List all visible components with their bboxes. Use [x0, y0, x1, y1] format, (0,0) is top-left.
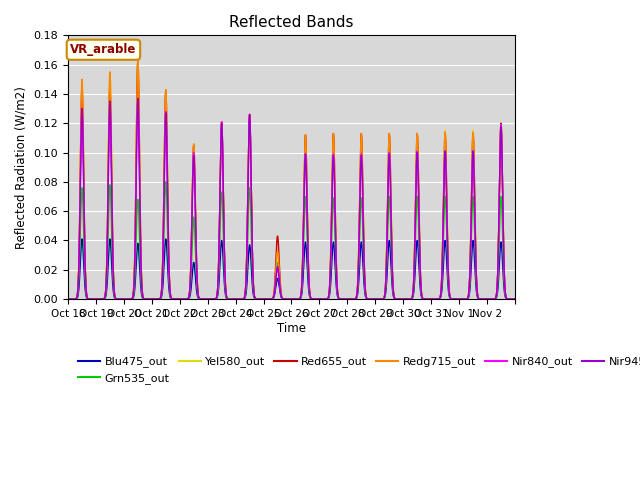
Title: Reflected Bands: Reflected Bands: [229, 15, 354, 30]
Redg715_out: [332, 206, 339, 212]
Red655_out: [413, 131, 421, 137]
Redg715_out: [307, 296, 315, 301]
Redg715_out: [134, 58, 141, 63]
Blu475_out: [307, 296, 315, 302]
Nir945_out: [435, 296, 443, 301]
Nir945_out: [64, 296, 72, 302]
Redg715_out: [435, 296, 443, 301]
Redg715_out: [511, 296, 518, 302]
Nir840_out: [157, 294, 164, 300]
Nir945_out: [332, 218, 339, 224]
Grn535_out: [307, 296, 315, 302]
Line: Redg715_out: Redg715_out: [68, 60, 515, 299]
Nir945_out: [413, 150, 421, 156]
Red655_out: [134, 58, 141, 63]
Nir945_out: [307, 296, 315, 301]
Nir840_out: [435, 296, 443, 301]
Nir840_out: [134, 98, 141, 104]
Red655_out: [157, 294, 164, 300]
Grn535_out: [511, 296, 518, 302]
Nir945_out: [134, 96, 141, 101]
Redg715_out: [157, 294, 164, 300]
Grn535_out: [413, 194, 421, 200]
Grn535_out: [64, 296, 72, 302]
Red655_out: [447, 296, 454, 301]
Blu475_out: [435, 296, 443, 302]
Grn535_out: [447, 296, 454, 301]
Grn535_out: [162, 179, 170, 185]
Grn535_out: [157, 295, 164, 301]
Blu475_out: [511, 296, 518, 302]
Blu475_out: [447, 296, 454, 302]
Red655_out: [435, 296, 443, 301]
Nir840_out: [413, 148, 421, 154]
Yel580_out: [435, 296, 443, 301]
Redg715_out: [64, 296, 72, 302]
Line: Grn535_out: Grn535_out: [68, 182, 515, 299]
Nir945_out: [447, 296, 454, 301]
Nir840_out: [64, 296, 72, 302]
Yel580_out: [307, 296, 315, 301]
Grn535_out: [435, 296, 443, 302]
Red655_out: [511, 296, 518, 302]
Red655_out: [64, 296, 72, 302]
Yel580_out: [157, 294, 164, 300]
Y-axis label: Reflected Radiation (W/m2): Reflected Radiation (W/m2): [15, 86, 28, 249]
Blu475_out: [413, 238, 421, 243]
Yel580_out: [447, 296, 454, 301]
Grn535_out: [332, 241, 339, 247]
Text: VR_arable: VR_arable: [70, 43, 136, 56]
Blu475_out: [64, 296, 72, 302]
X-axis label: Time: Time: [277, 322, 306, 335]
Redg715_out: [447, 296, 454, 301]
Yel580_out: [134, 58, 141, 63]
Nir840_out: [447, 296, 454, 301]
Redg715_out: [413, 131, 421, 137]
Line: Blu475_out: Blu475_out: [68, 239, 515, 299]
Line: Red655_out: Red655_out: [68, 60, 515, 299]
Legend: Blu475_out, Grn535_out, Yel580_out, Red655_out, Redg715_out, Nir840_out, Nir945_: Blu475_out, Grn535_out, Yel580_out, Red6…: [74, 352, 640, 388]
Blu475_out: [78, 236, 86, 242]
Line: Nir945_out: Nir945_out: [68, 98, 515, 299]
Line: Nir840_out: Nir840_out: [68, 101, 515, 299]
Nir840_out: [511, 296, 518, 302]
Yel580_out: [511, 296, 518, 302]
Yel580_out: [64, 296, 72, 302]
Red655_out: [332, 206, 339, 212]
Nir945_out: [157, 294, 164, 300]
Yel580_out: [413, 132, 421, 138]
Nir945_out: [511, 296, 518, 302]
Line: Yel580_out: Yel580_out: [68, 60, 515, 299]
Nir840_out: [307, 296, 315, 301]
Blu475_out: [157, 296, 164, 301]
Yel580_out: [332, 207, 339, 213]
Blu475_out: [332, 265, 339, 271]
Nir840_out: [332, 217, 339, 223]
Red655_out: [307, 296, 315, 301]
